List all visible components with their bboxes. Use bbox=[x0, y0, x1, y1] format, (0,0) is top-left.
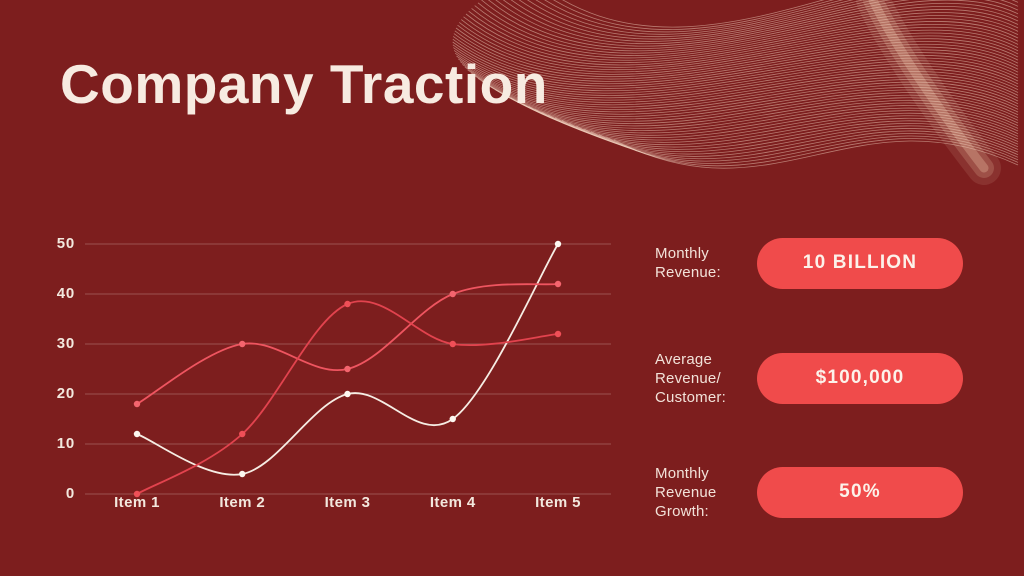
stat-pill: 10 BILLION bbox=[757, 237, 963, 289]
stat-pill: 50% bbox=[757, 466, 963, 518]
x-axis-label: Item 2 bbox=[219, 494, 266, 511]
y-axis-tick: 40 bbox=[56, 285, 75, 302]
stat-label: Monthly Revenue Growth: bbox=[655, 464, 717, 520]
data-point-cream-line bbox=[344, 390, 351, 398]
data-point-cream-line bbox=[133, 430, 141, 438]
chart-line-red-line-lower bbox=[136, 300, 559, 495]
y-axis-tick: 0 bbox=[65, 485, 75, 502]
data-point-red-line-upper bbox=[554, 280, 562, 288]
stat-pill: $100,000 bbox=[757, 352, 963, 404]
data-point-cream-line bbox=[554, 240, 562, 248]
data-point-red-line-upper bbox=[133, 400, 141, 408]
stat-label: Average Revenue/ Customer: bbox=[655, 350, 726, 406]
wave-decoration bbox=[452, 0, 1019, 185]
traction-chart-svg bbox=[85, 240, 611, 498]
data-point-red-line-upper bbox=[449, 290, 456, 298]
x-axis-label: Item 3 bbox=[324, 494, 371, 511]
data-point-cream-line bbox=[449, 415, 456, 423]
data-point-red-line-upper bbox=[344, 365, 351, 373]
x-axis-label: Item 5 bbox=[535, 494, 581, 511]
data-point-cream-line bbox=[239, 470, 246, 478]
x-axis-label: Item 4 bbox=[429, 494, 476, 511]
stat-row-revenue-growth: Monthly Revenue Growth: 50% bbox=[655, 464, 985, 520]
y-axis-tick: 50 bbox=[56, 235, 75, 252]
data-point-red-line-lower bbox=[133, 490, 141, 498]
y-axis-tick: 30 bbox=[56, 335, 75, 352]
stat-row-monthly-revenue: Monthly Revenue: 10 BILLION bbox=[655, 237, 985, 289]
traction-chart: 0 10 20 30 40 50 Item 1 Item 2 Item 3 Item 4 Item … bbox=[40, 228, 640, 538]
page-title: Company Traction bbox=[60, 53, 548, 115]
data-point-red-line-lower bbox=[239, 430, 246, 438]
stat-row-average-revenue: Average Revenue/ Customer: $100,000 bbox=[655, 350, 985, 406]
stat-label: Monthly Revenue: bbox=[655, 245, 721, 281]
chart-line-cream-line bbox=[136, 243, 559, 476]
y-axis-tick: 20 bbox=[56, 385, 75, 402]
data-point-red-line-lower bbox=[449, 340, 456, 348]
data-point-red-line-lower bbox=[344, 300, 351, 308]
y-axis-tick: 10 bbox=[56, 435, 75, 452]
data-point-red-line-lower bbox=[554, 330, 562, 338]
data-point-red-line-upper bbox=[239, 340, 246, 348]
x-axis-label: Item 1 bbox=[114, 494, 160, 511]
